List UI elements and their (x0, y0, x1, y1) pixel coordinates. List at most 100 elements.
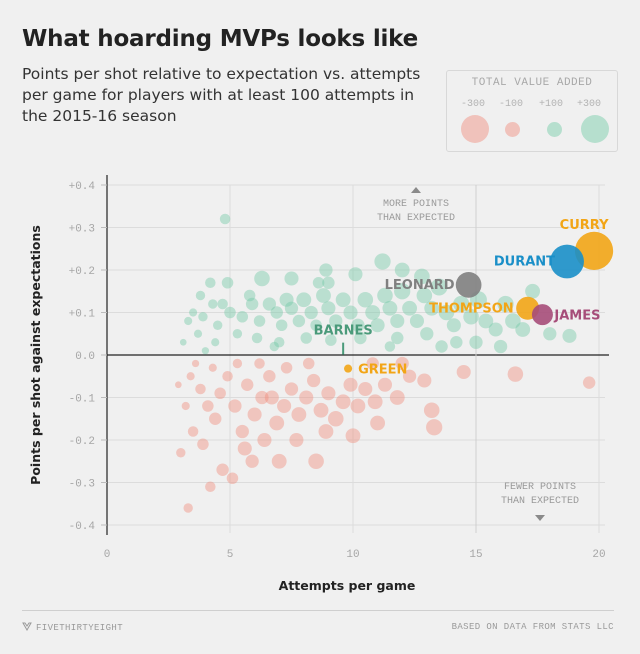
data-point-positive (329, 314, 343, 328)
data-point-positive (284, 271, 299, 286)
annotation-fewer-points: FEWER POINTS THAN EXPECTED (501, 482, 579, 521)
data-point-negative (235, 424, 249, 439)
data-point-positive (357, 291, 374, 308)
data-point-negative (426, 419, 443, 436)
data-point-negative (417, 373, 432, 388)
label-green: GREEN (358, 363, 407, 378)
data-point-positive (284, 301, 299, 315)
data-point-positive (312, 276, 325, 289)
data-point-negative (195, 383, 206, 395)
chart-subtitle: Points per shot relative to expectation … (22, 65, 421, 125)
label-leonard: LEONARD (385, 278, 455, 293)
data-point-positive (195, 290, 206, 301)
data-point-negative (299, 390, 314, 405)
legend-label-minus-100: -100 (499, 99, 524, 110)
data-point-positive (184, 316, 193, 326)
label-thompson: THOMPSON (429, 301, 514, 316)
data-point-negative (176, 448, 186, 458)
data-point-positive (211, 338, 220, 347)
footer-divider (22, 610, 614, 611)
data-point-positive (273, 337, 285, 348)
data-point-negative (291, 407, 307, 422)
data-point-positive (438, 304, 455, 321)
data-point-positive (450, 336, 463, 349)
data-point-negative (423, 402, 440, 419)
data-point-negative (582, 376, 596, 389)
data-point-negative (456, 364, 471, 380)
x-tick-label: 20 (592, 549, 605, 561)
y-tick-label: +0.3 (69, 224, 95, 236)
y-tick-label: -0.1 (69, 394, 96, 406)
highlighted-points: CURRY DURANT LEONARD THOMPSON JAMES BARNES GRE… (314, 218, 614, 378)
data-point-positive (304, 305, 318, 320)
data-point-positive (463, 308, 479, 325)
data-point-positive (219, 213, 231, 225)
data-point-negative (228, 399, 242, 413)
data-point-positive (253, 315, 266, 327)
data-point-negative (247, 407, 262, 422)
data-point-positive (322, 276, 335, 289)
y-axis-title: Points per shot against expectations (28, 225, 43, 485)
data-point-positive (525, 283, 541, 299)
data-point-positive (414, 268, 430, 285)
data-point-positive (384, 341, 396, 352)
fivethirtyeight-logo-icon (22, 622, 32, 631)
data-point-negative (318, 424, 334, 439)
data-point-negative (350, 398, 366, 414)
data-point-positive (424, 300, 440, 316)
annotation-fewer-line1: FEWER POINTS (504, 482, 576, 493)
data-point-positive (478, 313, 494, 329)
data-point-positive (213, 320, 223, 330)
scatter-chart: CURRY DURANT LEONARD THOMPSON JAMES BARNES GRE… (28, 175, 614, 593)
data-point-positive (435, 340, 448, 353)
data-point-positive (208, 299, 218, 309)
data-point-positive (453, 295, 470, 313)
data-point-negative (402, 369, 417, 383)
data-point-negative (302, 357, 315, 370)
data-point-negative (327, 410, 344, 427)
x-tick-label: 10 (346, 549, 359, 561)
data-point-positive (189, 308, 198, 317)
legend-title: TOTAL VALUE ADDED (471, 77, 593, 89)
y-tick-label: -0.4 (69, 521, 96, 533)
data-point-positive (374, 253, 391, 270)
data-point-negative (395, 356, 409, 371)
footer-brand: FIVETHIRTYEIGHT (22, 622, 123, 633)
label-durant: DURANT (494, 255, 555, 270)
data-point-negative (269, 415, 285, 431)
data-point-positive (232, 329, 243, 339)
data-point-positive (488, 322, 503, 337)
data-point-positive (409, 313, 425, 329)
data-point-negative (175, 381, 182, 389)
page-title: What hoarding MVPs looks like (22, 26, 419, 52)
data-point-negative (313, 402, 329, 418)
legend-label-plus-100: +100 (539, 99, 564, 110)
data-point-negative (191, 359, 200, 368)
data-point-negative (254, 358, 265, 369)
data-point-positive (469, 335, 483, 349)
data-point-positive (221, 276, 234, 289)
legend-label-minus-300: -300 (461, 99, 486, 110)
footer-brand-text: FIVETHIRTYEIGHT (36, 623, 124, 633)
data-point-negative (306, 373, 321, 388)
data-point-positive (382, 300, 398, 316)
data-point-positive (236, 310, 249, 323)
data-point-positive (377, 287, 393, 304)
data-point-negative (232, 358, 243, 369)
data-point-negative (241, 378, 254, 391)
highlight-point-curry (575, 231, 614, 270)
data-point-negative (214, 387, 226, 400)
annotation-more-line2: THAN EXPECTED (377, 213, 455, 224)
data-point-negative (245, 454, 259, 468)
data-point-negative (271, 453, 287, 469)
data-point-negative (181, 401, 190, 411)
annotation-more-line1: MORE POINTS (383, 199, 449, 210)
data-point-negative (370, 415, 386, 431)
size-legend: TOTAL VALUE ADDED -300 -100 +100 +300 (446, 70, 618, 152)
data-point-positive (254, 270, 270, 287)
data-point-negative (389, 390, 405, 405)
data-point-positive (198, 312, 208, 322)
data-point-negative (205, 481, 216, 492)
data-point-negative (284, 382, 299, 396)
data-point-positive (394, 283, 411, 300)
